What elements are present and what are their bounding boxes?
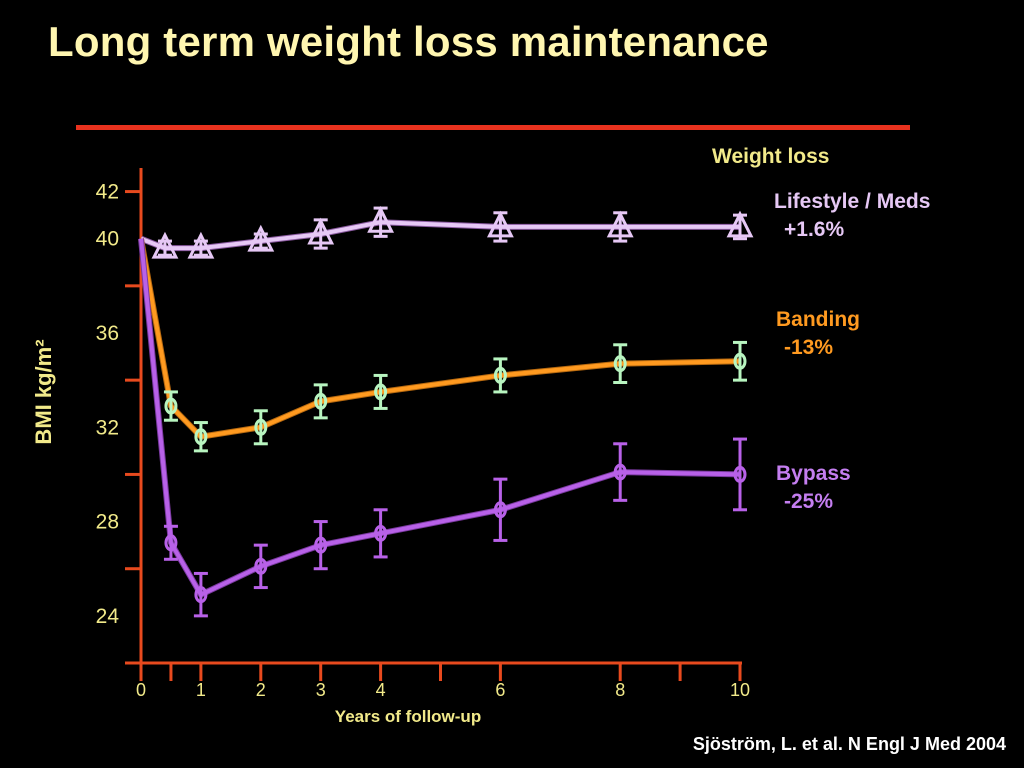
data-point-circle [493,501,507,519]
data-point-circle [374,383,388,401]
y-tick-label: 36 [96,322,119,345]
data-point-circle [194,586,208,604]
data-point-triangle [187,231,215,259]
data-point-circle [254,557,268,575]
y-tick-label: 24 [96,605,120,628]
y-tick-label: 32 [96,416,119,439]
series-lifestyle [139,205,754,259]
data-point-circle [314,392,328,410]
data-point-triangle [606,210,634,238]
data-point-circle [194,428,208,446]
x-axis-label-text: Years of follow-up [334,707,482,726]
x-tick-label: 1 [196,680,206,700]
series-line-lifestyle [140,220,740,251]
x-tick-label: 4 [376,680,386,700]
x-tick-label: 0 [136,680,146,700]
series-name-banding: Banding [776,308,860,331]
series-line-shadow-bypass [138,238,741,598]
x-tick-label: 6 [495,680,505,700]
series-name-bypass: Bypass [776,462,851,485]
y-tick-label: 42 [96,181,119,204]
legend-title: Weight loss [712,145,830,168]
series-label-banding: Banding -13% [776,306,860,362]
data-point-circle [613,355,627,373]
data-point-triangle [307,217,335,245]
y-axis-label-text: BMI kg/m² [31,339,56,445]
series-change-lifestyle: +1.6% [784,218,845,241]
x-tick-label: 8 [615,680,625,700]
data-point-triangle [367,205,395,233]
slide-title: Long term weight loss maintenance [48,18,769,65]
y-tick-label: 40 [96,228,119,251]
series-name-lifestyle: Lifestyle / Meds [774,190,931,213]
x-tick-label: 2 [256,680,266,700]
data-point-circle [164,534,178,552]
data-point-circle [613,463,627,481]
x-tick-label: 10 [730,680,750,700]
series-line-banding [139,238,741,439]
y-tick-label: 28 [96,511,119,534]
data-point-circle [314,536,328,554]
x-axis-label: Years of follow-up [0,707,1024,727]
data-point-circle [164,397,178,415]
x-tick-label: 3 [316,680,326,700]
data-point-circle [374,524,388,542]
data-point-triangle [247,224,275,252]
series-line-bypass [139,238,741,597]
citation: Sjöström, L. et al. N Engl J Med 2004 [692,734,1006,754]
series-change-bypass: -25% [784,490,834,513]
series-line-shadow-banding [138,238,741,440]
data-point-circle [733,465,747,483]
data-point-circle [733,352,747,370]
series-change-banding: -13% [784,336,834,359]
series-label-lifestyle: Lifestyle / Meds +1.6% [774,188,930,244]
series-label-bypass: Bypass -25% [776,460,851,516]
data-point-circle [493,366,507,384]
data-point-circle [254,418,268,436]
data-point-triangle [151,231,179,259]
title-underline [76,125,910,130]
data-point-triangle [486,210,514,238]
data-point-triangle [726,210,754,238]
series-bypass [138,238,747,618]
series-banding [138,238,747,453]
